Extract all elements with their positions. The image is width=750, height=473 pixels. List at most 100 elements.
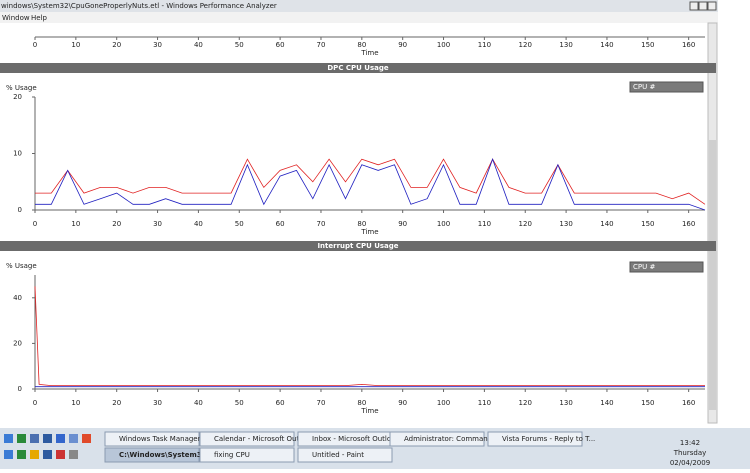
taskbar-button-label[interactable]: C:\Windows\System3... <box>119 451 210 459</box>
minimize-button[interactable] <box>689 1 699 11</box>
y-tick-label: 40 <box>13 294 22 302</box>
taskbar-button[interactable] <box>104 431 200 447</box>
close-button[interactable] <box>707 1 717 11</box>
x-tick-label: 110 <box>478 41 491 49</box>
x-tick-label: 150 <box>641 220 654 228</box>
x-tick-label: 140 <box>600 399 613 407</box>
x-axis-label: Time <box>360 49 378 57</box>
x-tick-label: 110 <box>478 220 491 228</box>
series-line <box>35 158 706 211</box>
scroll-thumb[interactable] <box>709 140 716 410</box>
x-tick-label: 0 <box>33 399 37 407</box>
x-tick-label: 90 <box>398 399 407 407</box>
taskbar-button[interactable] <box>389 431 485 447</box>
taskbar-button[interactable] <box>104 447 200 463</box>
taskbar-button-label[interactable]: Vista Forums - Reply to T... <box>502 435 595 443</box>
x-tick-label: 30 <box>153 41 162 49</box>
panel-header <box>0 63 716 73</box>
x-tick-label: 0 <box>33 220 37 228</box>
panel-header <box>0 241 716 251</box>
taskbar-button-label[interactable]: Administrator: Command... <box>404 435 499 443</box>
x-tick-label: 0 <box>33 41 37 49</box>
x-tick-label: 60 <box>276 41 285 49</box>
x-tick-label: 90 <box>398 41 407 49</box>
dropdown[interactable] <box>629 261 704 273</box>
x-axis-label: Time <box>360 228 378 236</box>
maximize-button[interactable] <box>698 1 708 11</box>
taskbar-button-label[interactable]: Calendar - Microsoft Outl... <box>214 435 308 443</box>
x-tick-label: 70 <box>317 41 326 49</box>
taskbar-button-label[interactable]: fixing CPU <box>214 451 250 459</box>
x-tick-label: 40 <box>194 399 203 407</box>
taskbar-button[interactable] <box>199 447 295 463</box>
x-tick-label: 70 <box>317 220 326 228</box>
clock-text: 02/04/2009 <box>670 459 710 467</box>
dropdown-label[interactable]: CPU # <box>633 83 655 91</box>
panel-title: DPC CPU Usage <box>327 64 388 72</box>
x-tick-label: 160 <box>682 220 695 228</box>
menu-item[interactable]: Window <box>2 14 30 22</box>
x-tick-label: 20 <box>112 220 121 228</box>
x-axis-label: Time <box>360 407 378 415</box>
x-tick-label: 60 <box>276 220 285 228</box>
x-tick-label: 40 <box>194 220 203 228</box>
x-tick-label: 120 <box>519 220 532 228</box>
y-tick-label: 0 <box>18 385 22 393</box>
x-tick-label: 160 <box>682 41 695 49</box>
x-tick-label: 150 <box>641 41 654 49</box>
dropdown-label[interactable]: CPU # <box>633 263 655 271</box>
x-tick-label: 120 <box>519 41 532 49</box>
y-tick-label: 10 <box>13 150 22 158</box>
x-tick-label: 80 <box>357 399 366 407</box>
taskbar-button-label[interactable]: Windows Task Manager <box>119 435 201 443</box>
x-tick-label: 10 <box>71 399 80 407</box>
x-tick-label: 110 <box>478 399 491 407</box>
taskbar-button-label[interactable]: Inbox - Microsoft Outlook <box>312 435 400 443</box>
x-tick-label: 50 <box>235 220 244 228</box>
x-tick-label: 150 <box>641 399 654 407</box>
x-tick-label: 90 <box>398 220 407 228</box>
x-tick-label: 50 <box>235 399 244 407</box>
title-bar <box>0 0 718 12</box>
series-line <box>34 286 705 386</box>
window-title: windows\System32\CpuGoneProperlyNuts.etl… <box>1 2 277 10</box>
x-tick-label: 130 <box>559 41 572 49</box>
x-tick-label: 100 <box>437 220 450 228</box>
x-tick-label: 20 <box>112 41 121 49</box>
x-tick-label: 60 <box>276 399 285 407</box>
x-tick-label: 20 <box>112 399 121 407</box>
x-tick-label: 10 <box>71 41 80 49</box>
menu-item[interactable]: Help <box>31 14 48 22</box>
taskbar-button[interactable] <box>297 447 393 463</box>
x-tick-label: 140 <box>600 41 613 49</box>
y-axis-label: % Usage <box>6 84 37 92</box>
x-tick-label: 130 <box>559 399 572 407</box>
taskbar-button[interactable] <box>199 431 295 447</box>
x-tick-label: 80 <box>357 220 366 228</box>
clock-text: 13:42 <box>680 439 700 447</box>
x-tick-label: 40 <box>194 41 203 49</box>
x-tick-label: 130 <box>559 220 572 228</box>
x-tick-label: 50 <box>235 41 244 49</box>
series-line <box>35 158 706 205</box>
y-axis-label: % Usage <box>6 262 37 270</box>
y-tick-label: 20 <box>13 339 22 347</box>
x-tick-label: 140 <box>600 220 613 228</box>
x-tick-label: 80 <box>357 41 366 49</box>
panel-title: Interrupt CPU Usage <box>317 242 398 250</box>
y-tick-label: 0 <box>18 206 22 214</box>
x-tick-label: 30 <box>153 399 162 407</box>
dropdown[interactable] <box>629 81 704 93</box>
x-tick-label: 10 <box>71 220 80 228</box>
menu-bar <box>0 12 718 23</box>
quick-launch <box>4 434 91 459</box>
taskbar-button-label[interactable]: Untitled - Paint <box>312 451 364 459</box>
x-tick-label: 160 <box>682 399 695 407</box>
x-tick-label: 30 <box>153 220 162 228</box>
x-tick-label: 70 <box>317 399 326 407</box>
x-tick-label: 100 <box>437 399 450 407</box>
taskbar-button[interactable] <box>487 431 583 447</box>
clock-text: Thursday <box>673 449 707 457</box>
